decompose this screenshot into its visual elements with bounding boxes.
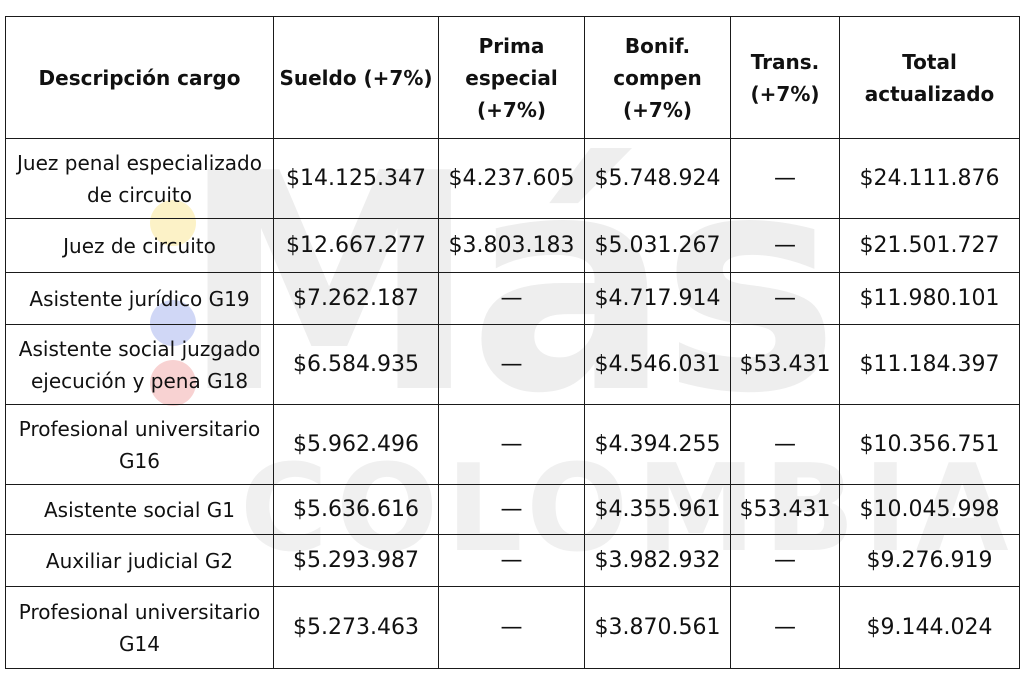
cell-total: $24.111.876 [839,138,1020,219]
table-row: Juez penal especializado de circuito $14… [5,138,1020,219]
cell-sueldo: $7.262.187 [273,272,439,325]
cell-descripcion: Juez penal especializado de circuito [5,138,274,219]
cell-trans: $53.431 [730,484,840,535]
cell-trans: $53.431 [730,324,840,405]
cell-total: $10.356.751 [839,404,1020,485]
cell-bonif: $3.870.561 [584,586,731,669]
cell-trans: — [730,404,840,485]
table-row: Profesional universitario G14 $5.273.463… [5,586,1020,669]
cell-total: $9.276.919 [839,534,1020,587]
cell-descripcion: Asistente social G1 [5,484,274,535]
header-descripcion-cargo: Descripción cargo [5,16,274,139]
cell-descripcion: Profesional universitario G16 [5,404,274,485]
cell-bonif: $5.748.924 [584,138,731,219]
cell-bonif: $4.717.914 [584,272,731,325]
cell-sueldo: $5.962.496 [273,404,439,485]
cell-total: $10.045.998 [839,484,1020,535]
header-prima-especial: Prima especial (+7%) [438,16,585,139]
cell-descripcion: Asistente social juzgado ejecución y pen… [5,324,274,405]
table-row: Auxiliar judicial G2 $5.293.987 — $3.982… [5,534,1020,587]
table-row: Juez de circuito $12.667.277 $3.803.183 … [5,218,1020,273]
cell-bonif: $5.031.267 [584,218,731,273]
cell-trans: — [730,138,840,219]
cell-total: $11.980.101 [839,272,1020,325]
cell-bonif: $4.394.255 [584,404,731,485]
cell-prima: — [438,484,585,535]
cell-prima: — [438,586,585,669]
cell-trans: — [730,534,840,587]
header-bonif-compen: Bonif. compen (+7%) [584,16,731,139]
table-row: Profesional universitario G16 $5.962.496… [5,404,1020,485]
table-header-row: Descripción cargo Sueldo (+7%) Prima esp… [5,16,1020,139]
cell-bonif: $4.546.031 [584,324,731,405]
cell-descripcion: Asistente jurídico G19 [5,272,274,325]
cell-sueldo: $14.125.347 [273,138,439,219]
cell-prima: — [438,534,585,587]
cell-prima: $4.237.605 [438,138,585,219]
cell-trans: — [730,218,840,273]
cell-sueldo: $6.584.935 [273,324,439,405]
cell-sueldo: $5.636.616 [273,484,439,535]
cell-prima: — [438,324,585,405]
table-row: Asistente social G1 $5.636.616 — $4.355.… [5,484,1020,535]
cell-prima: — [438,404,585,485]
cell-prima: — [438,272,585,325]
salary-table: Descripción cargo Sueldo (+7%) Prima esp… [5,16,1020,669]
table-row: Asistente jurídico G19 $7.262.187 — $4.7… [5,272,1020,325]
cell-descripcion: Auxiliar judicial G2 [5,534,274,587]
header-sueldo: Sueldo (+7%) [273,16,439,139]
header-total-actualizado: Total actualizado [839,16,1020,139]
cell-trans: — [730,586,840,669]
cell-bonif: $3.982.932 [584,534,731,587]
cell-sueldo: $5.293.987 [273,534,439,587]
cell-trans: — [730,272,840,325]
cell-descripcion: Juez de circuito [5,218,274,273]
cell-bonif: $4.355.961 [584,484,731,535]
cell-prima: $3.803.183 [438,218,585,273]
cell-total: $9.144.024 [839,586,1020,669]
cell-total: $11.184.397 [839,324,1020,405]
cell-sueldo: $5.273.463 [273,586,439,669]
header-trans: Trans. (+7%) [730,16,840,139]
table-row: Asistente social juzgado ejecución y pen… [5,324,1020,405]
cell-descripcion: Profesional universitario G14 [5,586,274,669]
cell-total: $21.501.727 [839,218,1020,273]
cell-sueldo: $12.667.277 [273,218,439,273]
